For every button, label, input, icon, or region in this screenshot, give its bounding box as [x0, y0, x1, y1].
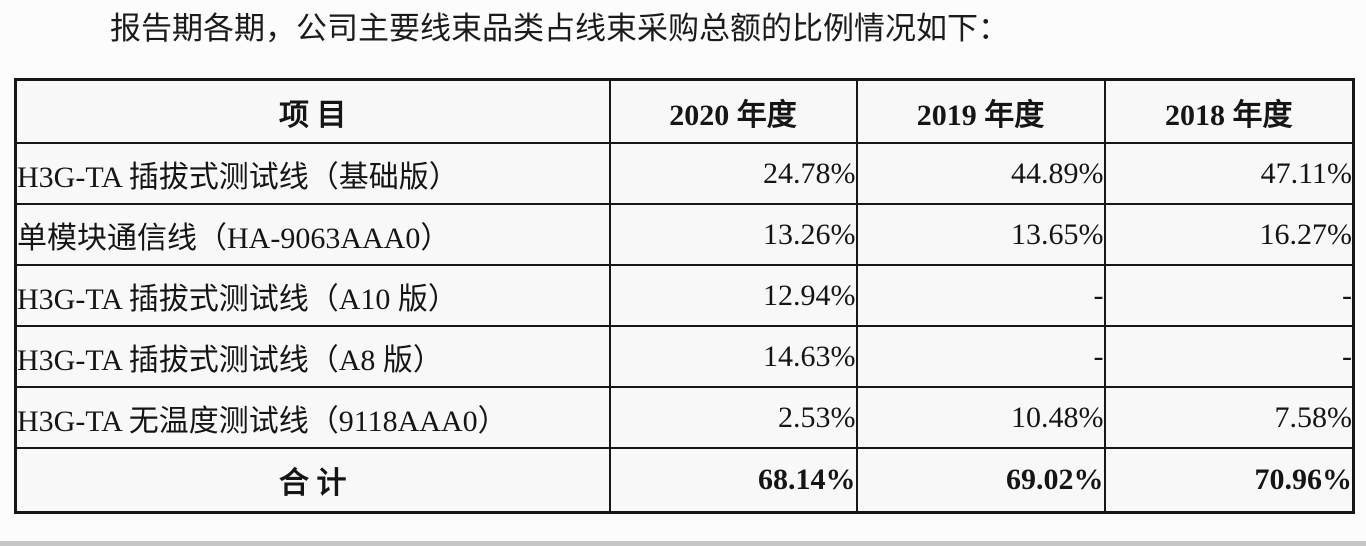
row-label: H3G-TA 插拔式测试线（基础版） — [14, 142, 611, 205]
row-label: H3G-TA 无温度测试线（9118AAA0） — [14, 386, 611, 449]
row-label: H3G-TA 插拔式测试线（A10 版） — [14, 264, 611, 327]
row-label: 单模块通信线（HA-9063AAA0） — [14, 203, 611, 266]
value-2020: 24.78% — [608, 142, 858, 205]
total-2019: 69.02% — [855, 447, 1106, 514]
table-row: H3G-TA 插拔式测试线（A10 版） 12.94% - - — [14, 264, 1355, 327]
value-2020: 14.63% — [608, 325, 858, 388]
total-2020: 68.14% — [608, 447, 858, 514]
total-label: 合 计 — [14, 447, 611, 514]
total-2018: 70.96% — [1103, 447, 1355, 514]
value-2019: - — [855, 264, 1106, 327]
value-2019: 44.89% — [855, 142, 1106, 205]
value-2020: 2.53% — [608, 386, 858, 449]
col-header-2018: 2018 年度 — [1103, 78, 1355, 144]
table-total-row: 合 计 68.14% 69.02% 70.96% — [14, 447, 1355, 514]
value-2018: - — [1103, 264, 1355, 327]
value-2019: 10.48% — [855, 386, 1106, 449]
table-row: H3G-TA 无温度测试线（9118AAA0） 2.53% 10.48% 7.5… — [14, 386, 1355, 449]
col-header-2019: 2019 年度 — [855, 78, 1106, 144]
value-2018: 47.11% — [1103, 142, 1355, 205]
table-row: 单模块通信线（HA-9063AAA0） 13.26% 13.65% 16.27% — [14, 203, 1355, 266]
row-label: H3G-TA 插拔式测试线（A8 版） — [14, 325, 611, 388]
value-2018: - — [1103, 325, 1355, 388]
value-2018: 7.58% — [1103, 386, 1355, 449]
intro-text: 报告期各期，公司主要线束品类占线束采购总额的比例情况如下： — [110, 11, 1009, 46]
value-2018: 16.27% — [1103, 203, 1355, 266]
col-header-2020: 2020 年度 — [608, 78, 858, 144]
value-2019: - — [855, 325, 1106, 388]
procurement-ratio-table: 项 目 2020 年度 2019 年度 2018 年度 H3G-TA 插拔式测试… — [14, 78, 1355, 514]
value-2020: 13.26% — [608, 203, 858, 266]
value-2020: 12.94% — [608, 264, 858, 327]
table-row: H3G-TA 插拔式测试线（基础版） 24.78% 44.89% 47.11% — [14, 142, 1355, 205]
table-header-row: 项 目 2020 年度 2019 年度 2018 年度 — [14, 78, 1355, 144]
table-row: H3G-TA 插拔式测试线（A8 版） 14.63% - - — [14, 325, 1355, 388]
col-header-item: 项 目 — [14, 78, 611, 144]
value-2019: 13.65% — [855, 203, 1106, 266]
bottom-edge-bar — [0, 541, 1366, 546]
document-page: 报告期各期，公司主要线束品类占线束采购总额的比例情况如下： 项 目 2020 年… — [0, 10, 1366, 546]
